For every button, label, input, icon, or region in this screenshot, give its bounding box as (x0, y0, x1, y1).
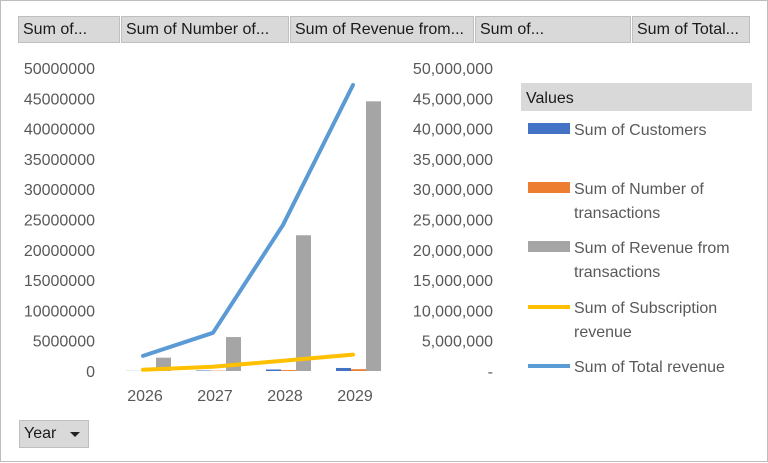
legend-title: Values (526, 90, 574, 107)
y-right-tick-label: 10,000,000 (413, 303, 493, 320)
legend-swatch (528, 182, 570, 193)
legend-label: transactions (574, 264, 660, 281)
legend-label: Sum of Number of (574, 181, 704, 198)
y-left-tick-label: 30000000 (24, 182, 95, 199)
y-right-tick-label: 15,000,000 (413, 273, 493, 290)
y-left-tick-label: 45000000 (24, 91, 95, 108)
legend-label: revenue (574, 324, 632, 341)
x-tick-label: 2026 (127, 388, 163, 405)
y-right-tick-label: - (488, 364, 493, 381)
dropdown-arrow-icon (70, 432, 80, 437)
x-tick-label: 2027 (197, 388, 233, 405)
y-left-tick-label: 35000000 (24, 152, 95, 169)
chart-bar (281, 370, 296, 371)
series-line (143, 85, 353, 356)
y-right-tick-label: 50,000,000 (413, 61, 493, 78)
y-right-tick-label: 40,000,000 (413, 122, 493, 139)
legend-swatch (528, 241, 570, 252)
legend-label: Sum of Customers (574, 122, 706, 139)
x-tick-label: 2028 (267, 388, 303, 405)
y-right-tick-label: 45,000,000 (413, 91, 493, 108)
y-right-tick-label: 30,000,000 (413, 182, 493, 199)
x-tick-label: 2029 (337, 388, 373, 405)
legend-swatch (528, 123, 570, 134)
y-right-tick-label: 25,000,000 (413, 213, 493, 230)
y-right-tick-label: 5,000,000 (422, 334, 493, 351)
y-right-tick-label: 20,000,000 (413, 243, 493, 260)
legend-label: Sum of Subscription (574, 300, 717, 317)
legend-label: Sum of Revenue from (574, 240, 730, 257)
year-filter-label: Year (24, 425, 56, 442)
y-left-tick-label: 10000000 (24, 303, 95, 320)
y-left-tick-label: 50000000 (24, 61, 95, 78)
y-left-tick-label: 0 (86, 364, 95, 381)
legend-label: Sum of Total revenue (574, 359, 725, 376)
y-right-tick-label: 35,000,000 (413, 152, 493, 169)
legend-label: transactions (574, 205, 660, 222)
year-filter-button[interactable]: Year (19, 420, 89, 448)
chart-bar (336, 368, 351, 371)
chart-bar (266, 369, 281, 371)
chart-bar (351, 369, 366, 371)
chart-bar (366, 101, 381, 371)
y-left-tick-label: 5000000 (33, 334, 95, 351)
series-line (143, 355, 353, 370)
y-left-tick-label: 40000000 (24, 122, 95, 139)
y-left-tick-label: 20000000 (24, 243, 95, 260)
chart-bar (296, 235, 311, 371)
y-left-tick-label: 15000000 (24, 273, 95, 290)
y-left-tick-label: 25000000 (24, 213, 95, 230)
